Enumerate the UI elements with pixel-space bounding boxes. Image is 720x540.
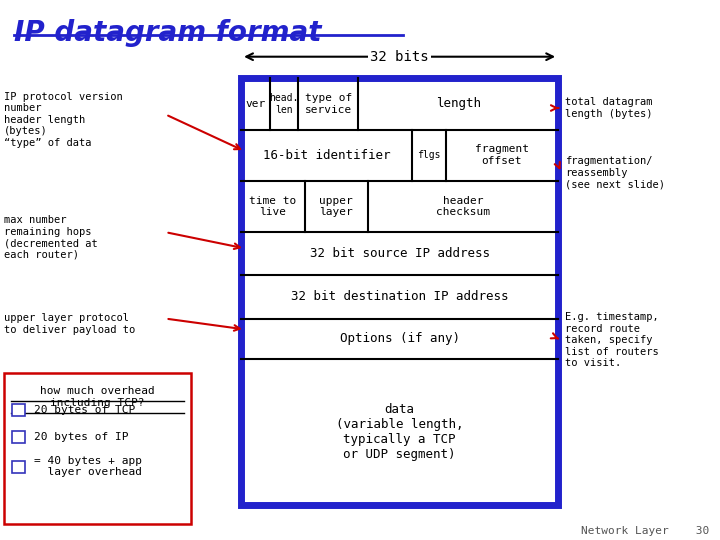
Bar — [12, 461, 25, 472]
Text: time to
live: time to live — [249, 195, 297, 217]
Text: total datagram
length (bytes): total datagram length (bytes) — [565, 97, 653, 119]
Text: flgs: flgs — [417, 150, 441, 160]
Bar — [4, 373, 191, 524]
Text: type of
service: type of service — [305, 93, 352, 115]
Text: IP protocol version
number
header length
(bytes)
“type” of data: IP protocol version number header length… — [4, 92, 122, 148]
Text: 32 bit destination IP address: 32 bit destination IP address — [291, 291, 508, 303]
Text: = 40 bytes + app
  layer overhead: = 40 bytes + app layer overhead — [34, 456, 142, 477]
Text: how much overhead
including TCP?: how much overhead including TCP? — [40, 386, 155, 408]
Text: ver: ver — [246, 99, 266, 109]
Text: max number
remaining hops
(decremented at
each router): max number remaining hops (decremented a… — [4, 215, 97, 260]
Text: IP datagram format: IP datagram format — [14, 19, 322, 47]
Text: length: length — [436, 97, 481, 111]
Text: header
checksum: header checksum — [436, 195, 490, 217]
Text: 20 bytes of IP: 20 bytes of IP — [34, 432, 128, 442]
Text: E.g. timestamp,
record route
taken, specify
list of routers
to visit.: E.g. timestamp, record route taken, spec… — [565, 312, 659, 368]
Text: fragment
offset: fragment offset — [474, 144, 528, 166]
Text: data
(variable length,
typically a TCP
or UDP segment): data (variable length, typically a TCP o… — [336, 403, 464, 461]
Bar — [12, 404, 25, 416]
Text: head.
len: head. len — [269, 93, 299, 115]
Bar — [12, 431, 25, 443]
Text: fragmentation/
reassembly
(see next slide): fragmentation/ reassembly (see next slid… — [565, 156, 665, 190]
Text: 32 bits: 32 bits — [370, 50, 429, 64]
Text: 20 bytes of TCP: 20 bytes of TCP — [34, 405, 135, 415]
Text: 16-bit identifier: 16-bit identifier — [263, 148, 390, 162]
Bar — [241, 78, 558, 505]
Text: upper
layer: upper layer — [320, 195, 353, 217]
Text: Network Layer    30: Network Layer 30 — [581, 525, 709, 536]
Text: 32 bit source IP address: 32 bit source IP address — [310, 247, 490, 260]
Text: upper layer protocol
to deliver payload to: upper layer protocol to deliver payload … — [4, 313, 135, 335]
Text: Options (if any): Options (if any) — [340, 332, 459, 346]
